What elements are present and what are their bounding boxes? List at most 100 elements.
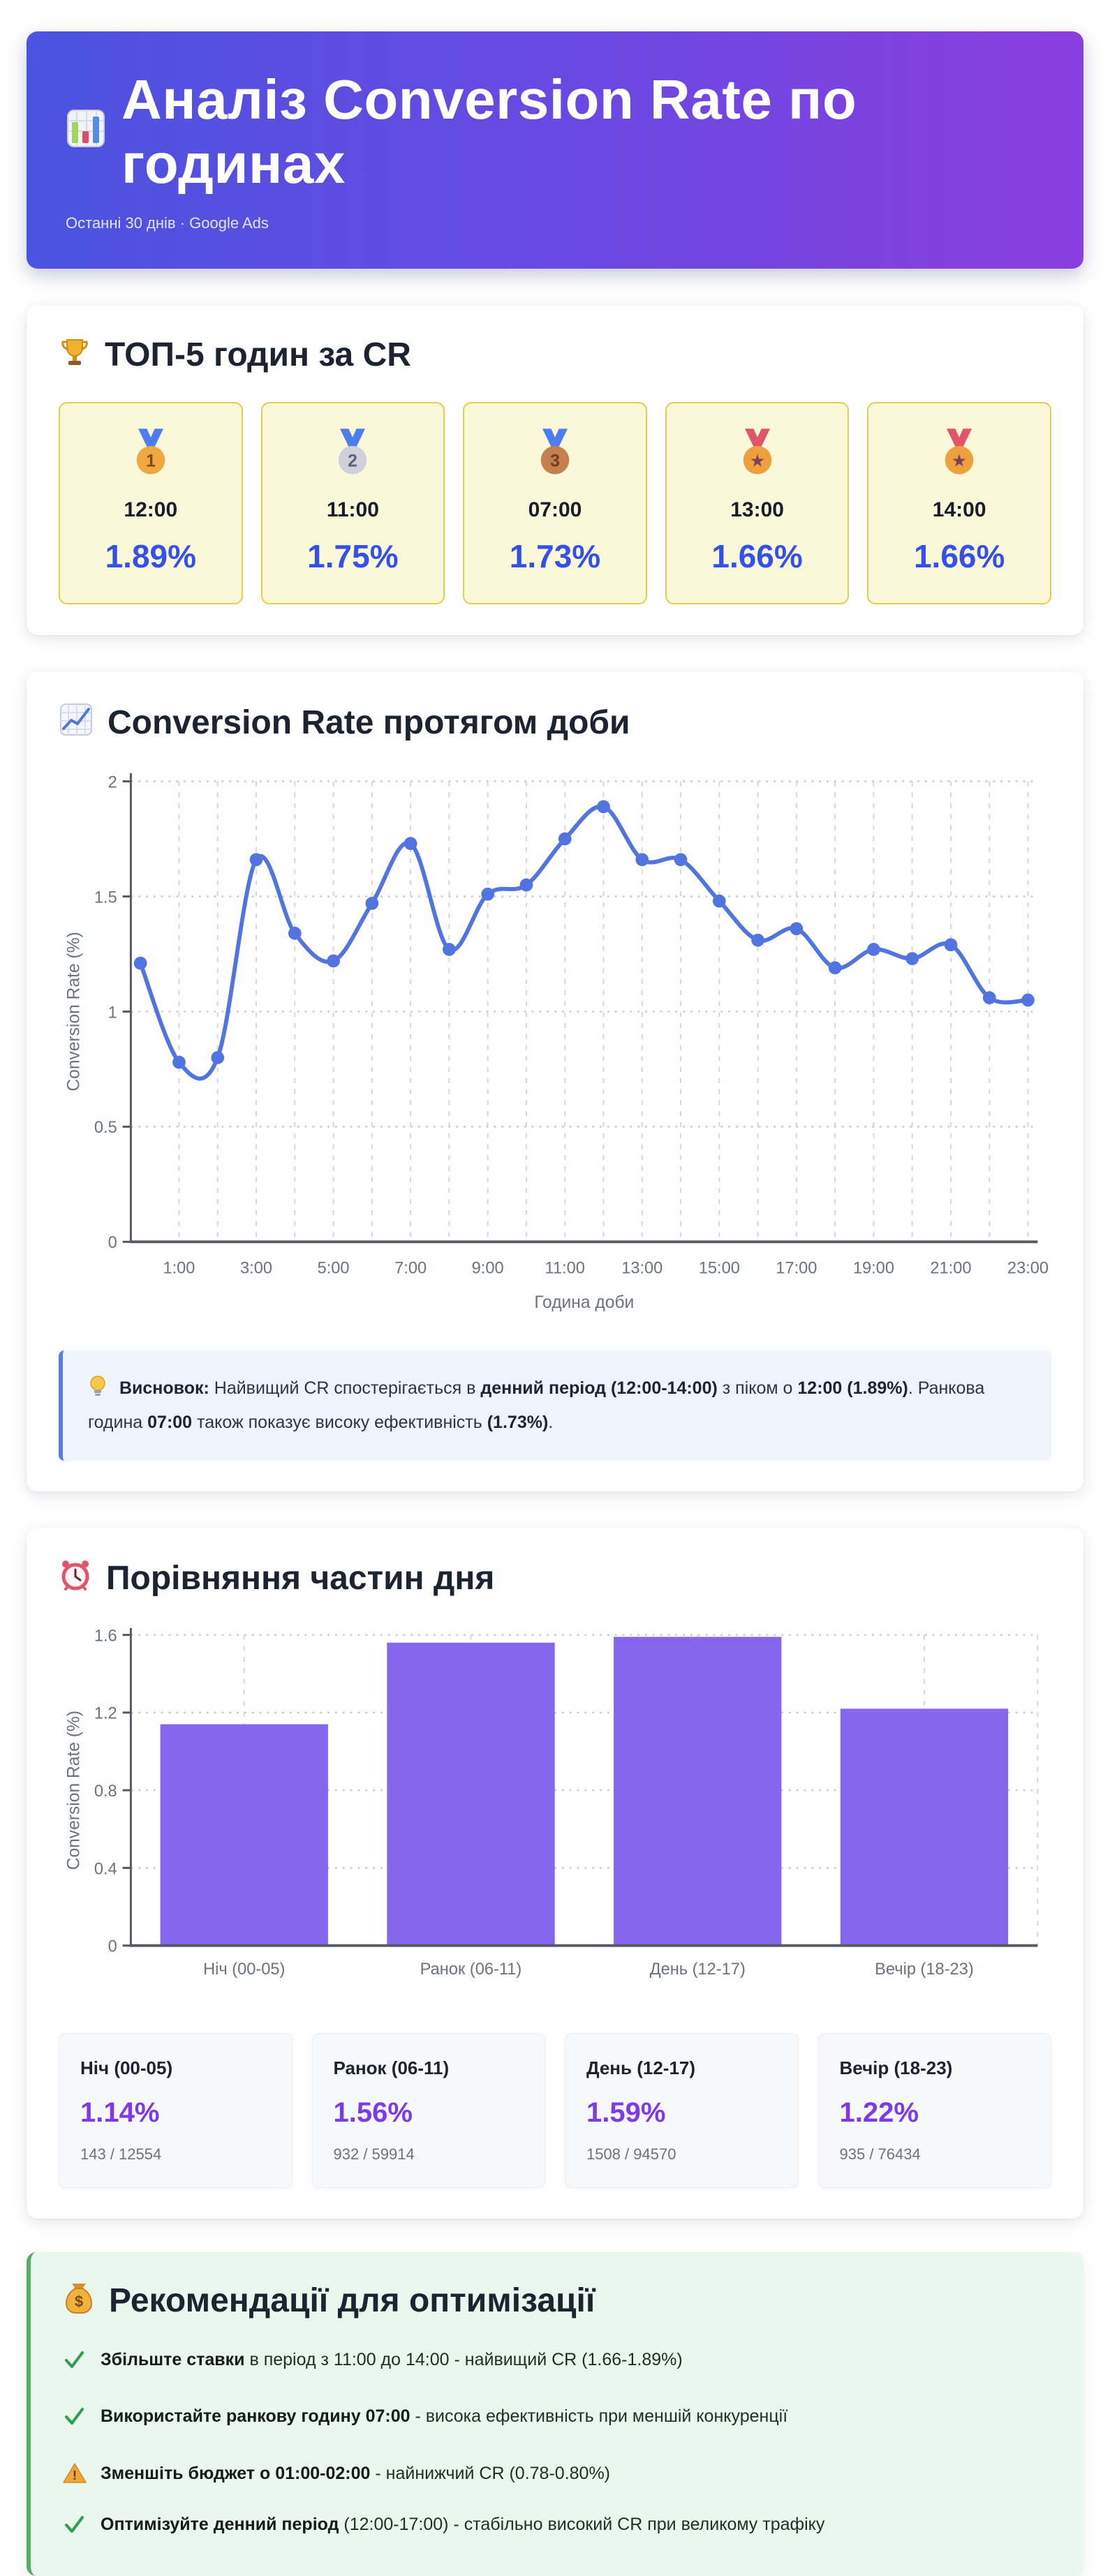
svg-text:0: 0 <box>108 1938 117 1956</box>
svg-text:3:00: 3:00 <box>240 1260 272 1278</box>
recommendations-title: Рекомендації для оптимізації <box>109 2282 595 2320</box>
hourly-line-chart: 00.511.521:00 3:00 5:00 7:00 9:00 11:00 13:00 1… <box>65 773 1049 1312</box>
daypart-label: Ніч (00-05) <box>80 2057 173 2078</box>
recommendation-text: Використайте ранкову годину 07:00 - висо… <box>101 2406 788 2427</box>
top5-section: ТОП-5 годин за CR 1 12:00 1.89% 2 11:00 … <box>27 305 1083 635</box>
daypart-conversions: 935 / 76434 <box>839 2145 921 2163</box>
daypart-cr-value: 1.14% <box>80 2097 160 2128</box>
gold-medal-icon: 1 <box>126 427 176 477</box>
top5-title: ТОП-5 годин за CR <box>105 336 411 373</box>
dayparts-chart-title: Порівняння частин дня <box>106 1559 495 1597</box>
money-bag-icon: $ <box>63 2281 95 2321</box>
recommendation-text: Оптимізуйте денний період (12:00-17:00) … <box>101 2515 825 2535</box>
check-icon: ! <box>63 2513 87 2544</box>
recommendation-item: ! Оптимізуйте денний період (12:00-17:00… <box>63 2512 1051 2544</box>
daypart-label: День (12-17) <box>586 2057 696 2078</box>
recommendations-section: $ Рекомендації для оптимізації ! Збільшт… <box>27 2251 1083 2576</box>
svg-text:15:00: 15:00 <box>699 1260 740 1278</box>
svg-text:5:00: 5:00 <box>318 1260 350 1278</box>
svg-text:Ранок (06-11): Ранок (06-11) <box>420 1960 522 1979</box>
daypart-stat-card: Ранок (06-11) 1.56% 932 / 59914 <box>311 2032 545 2188</box>
top5-card: 1 12:00 1.89% <box>59 402 243 604</box>
svg-text:13:00: 13:00 <box>621 1260 663 1278</box>
report-header: Аналіз Conversion Rate по годинах Останн… <box>27 31 1083 269</box>
svg-text:1:00: 1:00 <box>163 1260 195 1278</box>
svg-text:0.8: 0.8 <box>94 1782 117 1801</box>
recommendation-item: ! Зменшіть бюджет о 01:00-02:00 - найниж… <box>63 2461 1051 2487</box>
top5-card: 3 07:00 1.73% <box>463 402 647 604</box>
svg-text:2: 2 <box>108 773 117 791</box>
svg-text:★: ★ <box>749 452 764 470</box>
daypart-stat-card: День (12-17) 1.59% 1508 / 94570 <box>565 2032 799 2188</box>
svg-text:1: 1 <box>146 452 156 470</box>
recommendation-item: ! Використайте ранкову годину 07:00 - ви… <box>63 2404 1051 2436</box>
conclusion-note: Висновок: Найвищий CR спостерігається в … <box>59 1350 1051 1461</box>
hourly-chart-title: Conversion Rate протягом доби <box>108 703 630 741</box>
svg-text:21:00: 21:00 <box>930 1260 971 1278</box>
top5-hour: 12:00 <box>124 498 178 521</box>
top5-cr-value: 1.89% <box>105 538 197 574</box>
top5-cr-value: 1.73% <box>509 538 601 574</box>
svg-text:11:00: 11:00 <box>545 1260 585 1278</box>
top5-card: ★ 13:00 1.66% <box>665 402 850 604</box>
daypart-label: Вечір (18-23) <box>839 2057 953 2078</box>
svg-text:3: 3 <box>550 452 560 470</box>
svg-text:17:00: 17:00 <box>776 1260 817 1278</box>
svg-text:1: 1 <box>108 1004 117 1022</box>
top5-cr-value: 1.75% <box>307 538 399 574</box>
top5-card: ★ 14:00 1.66% <box>867 402 1051 604</box>
svg-text:День (12-17): День (12-17) <box>650 1960 746 1979</box>
warning-icon: ! <box>63 2462 87 2485</box>
recommendation-text: Збільште ставки в період з 11:00 до 14:0… <box>101 2349 683 2369</box>
daypart-stat-card: Ніч (00-05) 1.14% 143 / 12554 <box>59 2032 293 2188</box>
top5-hour: 13:00 <box>730 498 784 521</box>
check-icon: ! <box>63 2348 87 2379</box>
conclusion-text: Висновок: Найвищий CR спостерігається в … <box>88 1378 985 1433</box>
svg-text:0: 0 <box>108 1234 117 1252</box>
top5-cr-value: 1.66% <box>913 538 1005 574</box>
daypart-conversions: 932 / 59914 <box>333 2145 415 2163</box>
daypart-cr-value: 1.22% <box>839 2097 919 2128</box>
daypart-cr-value: 1.56% <box>333 2097 413 2128</box>
svg-text:19:00: 19:00 <box>853 1260 894 1278</box>
silver-medal-icon: 2 <box>327 427 378 477</box>
svg-text:9:00: 9:00 <box>472 1260 504 1278</box>
svg-text:1.2: 1.2 <box>94 1705 117 1723</box>
chart-up-icon <box>59 702 94 743</box>
svg-text:Вечір (18-23): Вечір (18-23) <box>875 1960 974 1979</box>
bronze-medal-icon: 3 <box>530 427 580 477</box>
lightbulb-icon <box>88 1376 112 1401</box>
svg-text:0.4: 0.4 <box>94 1861 117 1879</box>
svg-text:1.6: 1.6 <box>94 1628 117 1646</box>
daypart-stats-row: Ніч (00-05) 1.14% 143 / 12554 Ранок (06-… <box>59 2032 1051 2188</box>
recommendation-text: Зменшіть бюджет о 01:00-02:00 - найнижчи… <box>101 2463 611 2483</box>
top5-hour: 11:00 <box>326 498 379 521</box>
page-subtitle: Останні 30 днів · Google Ads <box>66 214 269 232</box>
dayparts-section: Порівняння частин дня 0 0.4 0.8 1.2 1.6 Ніч (… <box>27 1528 1083 2219</box>
recommendation-item: ! Збільште ставки в період з 11:00 до 14… <box>63 2347 1051 2379</box>
svg-text:Conversion Rate (%): Conversion Rate (%) <box>65 932 84 1091</box>
top5-card-row: 1 12:00 1.89% 2 11:00 1.75% 3 07:00 1.73… <box>59 402 1051 604</box>
recommendations-list: ! Збільште ставки в період з 11:00 до 14… <box>63 2347 1051 2544</box>
sports-medal-icon: ★ <box>732 427 783 477</box>
svg-text:23:00: 23:00 <box>1007 1260 1049 1278</box>
top5-hour: 14:00 <box>932 498 986 521</box>
hourly-chart-section: Conversion Rate протягом доби 0 0.5 1 1.5 2 1… <box>27 671 1083 1492</box>
svg-text:Година доби: Година доби <box>534 1293 634 1312</box>
daypart-cr-value: 1.59% <box>586 2097 666 2128</box>
alarm-clock-icon <box>59 1558 92 1598</box>
daypart-conversions: 1508 / 94570 <box>586 2145 676 2163</box>
svg-text:Ніч (00-05): Ніч (00-05) <box>203 1960 285 1979</box>
top5-card: 2 11:00 1.75% <box>260 402 445 604</box>
top5-hour: 07:00 <box>528 498 582 521</box>
trophy-icon <box>59 336 91 374</box>
top5-cr-value: 1.66% <box>711 538 803 574</box>
svg-text:2: 2 <box>348 452 358 470</box>
check-icon: ! <box>63 2405 87 2436</box>
daypart-stat-card: Вечір (18-23) 1.22% 935 / 76434 <box>817 2032 1051 2188</box>
svg-text:$: $ <box>75 2293 83 2310</box>
dayparts-bar-chart: 0 0.4 0.8 1.2 1.6 Ніч (00-05) Ранок (06-11) Ден… <box>65 1628 1039 1979</box>
svg-text:1.5: 1.5 <box>94 888 117 907</box>
daypart-conversions: 143 / 12554 <box>80 2145 162 2163</box>
